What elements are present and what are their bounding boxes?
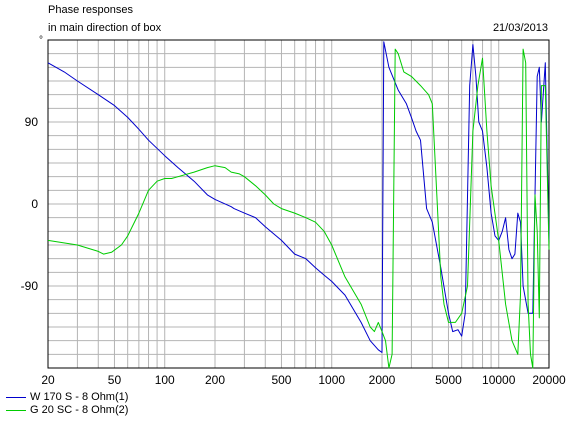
legend-swatch-1 (6, 396, 26, 398)
grid (47, 40, 550, 368)
x-tick-label: 50 (108, 373, 122, 387)
legend-item-1: W 170 S - 8 Ohm(1) (6, 390, 128, 404)
x-tick-label: 100 (155, 373, 175, 387)
x-tick-label: 20000 (532, 373, 566, 387)
series-layer (47, 41, 550, 369)
x-tick-label: 2000 (369, 373, 396, 387)
legend-label-1: W 170 S - 8 Ohm(1) (30, 391, 129, 403)
x-tick-label: 500 (271, 373, 291, 387)
legend-swatch-2 (6, 409, 26, 411)
x-tick-label: 20 (41, 373, 55, 387)
plot-frame (47, 39, 550, 369)
legend-label-2: G 20 SC - 8 Ohm(2) (30, 404, 129, 416)
series-line-2 (47, 48, 550, 369)
chart-date: 21/03/2013 (492, 22, 548, 34)
x-tick-label: 5000 (435, 373, 462, 387)
legend-item-2: G 20 SC - 8 Ohm(2) (6, 403, 128, 417)
y-unit-label: ° (39, 35, 43, 46)
tick-labels: 20 50 100 200 500 1000 2000 5000 10000 20000 90 0 -9… (21, 115, 566, 387)
chart-subtitle: in main direction of box (48, 22, 162, 34)
series-line-1 (47, 41, 550, 353)
x-tick-label: 200 (205, 373, 225, 387)
y-tick-label: 0 (31, 197, 38, 211)
y-tick-label: -90 (21, 279, 39, 293)
x-tick-label: 10000 (482, 373, 516, 387)
chart-title: Phase responses (48, 4, 133, 16)
x-tick-label: 1000 (318, 373, 345, 387)
y-tick-label: 90 (25, 115, 39, 129)
